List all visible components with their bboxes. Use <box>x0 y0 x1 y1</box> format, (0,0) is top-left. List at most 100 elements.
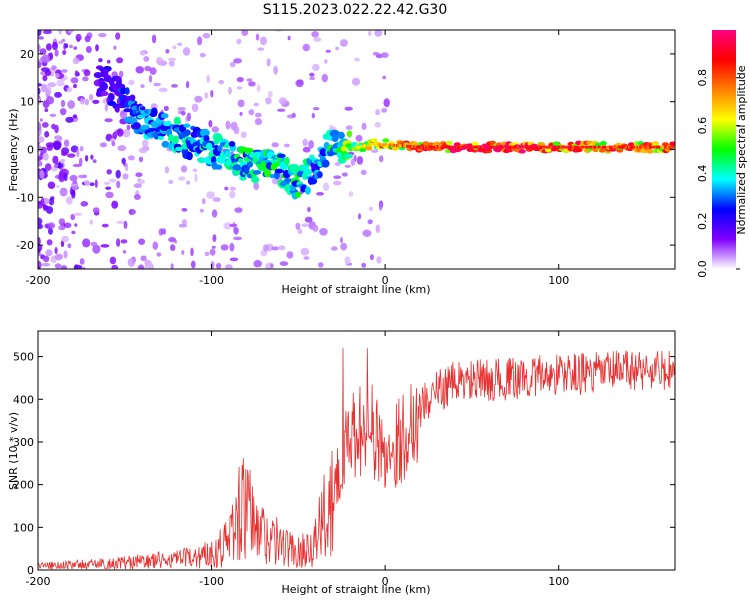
x-tick-label: 0 <box>382 274 389 287</box>
ridge-core-cell <box>662 145 665 149</box>
noise-cell <box>90 154 94 160</box>
ridge-cell <box>175 146 183 152</box>
noise-cell <box>63 139 70 147</box>
ridge-cell <box>136 114 145 119</box>
ridge-cell <box>139 106 146 111</box>
ridge-core-cell <box>414 145 416 149</box>
ridge-cell <box>316 171 323 179</box>
noise-cell <box>229 223 238 227</box>
noise-cell <box>233 236 243 241</box>
ridge-cell <box>544 147 552 153</box>
y-tick-label: 0 <box>27 564 34 577</box>
noise-cell <box>127 258 136 267</box>
ridge-cell <box>224 142 230 149</box>
noise-cell <box>194 95 203 103</box>
noise-cell <box>156 252 162 257</box>
noise-cell <box>89 219 93 225</box>
noise-cell <box>115 32 121 40</box>
ridge-core-cell <box>604 145 607 149</box>
noise-cell <box>225 120 231 130</box>
noise-cell <box>177 107 186 111</box>
noise-cell <box>58 30 62 35</box>
ridge-core-cell <box>404 144 407 148</box>
ridge-core-cell <box>496 145 498 149</box>
noise-cell <box>309 76 316 81</box>
noise-cell <box>344 164 351 168</box>
noise-cell <box>119 70 124 78</box>
ridge-core-cell <box>628 145 630 149</box>
ridge-core-cell <box>476 145 479 149</box>
noise-cell <box>52 155 59 164</box>
ridge-core-cell <box>611 145 614 149</box>
ridge-cell <box>124 87 130 95</box>
ridge-cell <box>157 135 164 140</box>
ridge-core-cell <box>465 145 468 149</box>
noise-cell <box>89 182 95 186</box>
noise-cell <box>160 228 167 235</box>
noise-cell <box>42 152 49 161</box>
ridge-core-cell <box>574 145 576 149</box>
ridge-core-cell <box>480 145 483 149</box>
ridge-core-cell <box>467 145 469 149</box>
ridge-core-cell <box>583 145 586 149</box>
ridge-core-cell <box>615 145 618 149</box>
ridge-core-cell <box>567 145 569 149</box>
ridge-core-cell <box>486 145 489 149</box>
ridge-core-cell <box>417 145 419 149</box>
ridge-core-cell <box>636 145 639 149</box>
ridge-core-cell <box>482 145 484 149</box>
snr-panel: -200 -100 0 100 0 100 200 300 400 500 Height of s… <box>7 330 676 596</box>
ridge-core-cell <box>633 145 636 149</box>
noise-cell <box>170 244 176 252</box>
ridge-core-cell <box>624 145 626 149</box>
ridge-core-cell <box>550 145 552 149</box>
noise-cell <box>199 53 206 58</box>
ridge-cell <box>114 106 120 113</box>
noise-cell <box>265 97 272 105</box>
ridge-core-cell <box>528 145 530 149</box>
noise-cell <box>236 86 243 90</box>
noise-cell <box>54 247 58 254</box>
noise-cell <box>171 84 178 88</box>
noise-cell <box>67 243 72 249</box>
noise-cell <box>190 260 196 269</box>
ridge-cell <box>213 164 223 170</box>
ridge-core-cell <box>607 145 609 149</box>
ridge-core-cell <box>535 145 537 149</box>
ridge-core-cell <box>647 145 650 149</box>
ridge-cell <box>160 113 169 119</box>
noise-cell <box>234 207 243 213</box>
ridge-core-cell <box>654 145 657 149</box>
noise-cell <box>128 208 136 215</box>
noise-cell <box>92 207 100 214</box>
noise-cell <box>88 94 94 101</box>
noise-cell <box>54 263 62 269</box>
ridge-core-cell <box>389 143 391 147</box>
noise-cell <box>167 57 177 61</box>
ridge-core-cell <box>439 145 441 149</box>
ridge-cell <box>237 158 244 164</box>
noise-cell <box>55 73 60 78</box>
ridge-core-cell <box>382 143 384 147</box>
noise-cell <box>38 43 41 52</box>
noise-cell <box>61 69 68 73</box>
noise-cell <box>204 92 208 99</box>
ridge-cell <box>264 169 272 178</box>
noise-cell <box>309 72 315 77</box>
noise-cell <box>376 256 382 264</box>
noise-cell <box>181 250 185 255</box>
noise-cell <box>54 135 62 140</box>
noise-cell <box>116 238 121 247</box>
noise-cell <box>374 121 381 128</box>
noise-cell <box>72 57 80 65</box>
ridge-cell <box>269 174 276 179</box>
noise-cell <box>38 160 43 167</box>
ridge-core-cell <box>553 145 555 149</box>
noise-cell <box>135 66 145 74</box>
ridge-cell <box>276 153 286 158</box>
noise-cell <box>73 264 83 269</box>
ridge-core-cell <box>617 145 619 149</box>
ridge-core-cell <box>599 145 601 149</box>
ridge-core-cell <box>386 143 389 147</box>
